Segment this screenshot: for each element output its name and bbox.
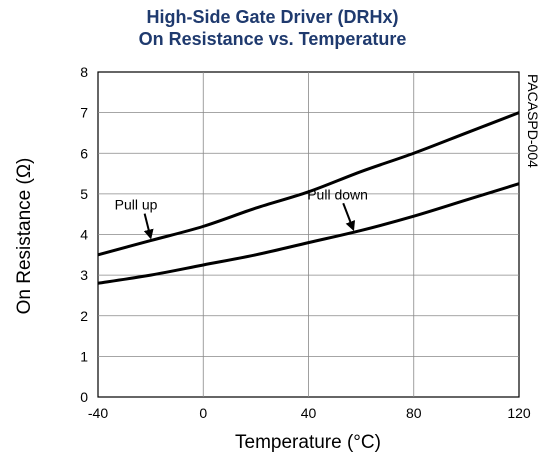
- chart-title-line-2: On Resistance vs. Temperature: [138, 29, 407, 49]
- y-tick-label: 3: [80, 267, 88, 283]
- y-axis-title: On Resistance (Ω): [14, 158, 35, 315]
- y-tick-label: 6: [80, 145, 88, 161]
- chart-title-line-1: High-Side Gate Driver (DRHx): [146, 7, 399, 27]
- x-tick-label: 0: [199, 405, 207, 421]
- side-label: PACASPD-004: [525, 74, 541, 168]
- annotation-label-1: Pull down: [307, 186, 368, 202]
- series-line-0: [97, 111, 520, 257]
- y-tick-labels: 0 1 2 3 4 5 6 7 8: [80, 64, 88, 405]
- x-tick-label: -40: [88, 405, 108, 421]
- annotations: Pull up Pull down: [115, 186, 368, 240]
- y-tick-label: 2: [80, 308, 88, 324]
- x-axis-title: Temperature (°C): [235, 432, 381, 453]
- annotation-arrow-1: [342, 202, 356, 232]
- series-lines: [97, 111, 520, 285]
- y-tick-label: 5: [80, 186, 88, 202]
- chart-title: High-Side Gate Driver (DRHx) On Resistan…: [0, 6, 545, 50]
- x-tick-label: 120: [507, 405, 531, 421]
- annotation-label-0: Pull up: [115, 197, 158, 213]
- series-line-1: [97, 182, 520, 285]
- y-tick-label: 4: [80, 227, 88, 243]
- annotation-arrow-0: [143, 213, 154, 240]
- x-tick-label: 40: [301, 405, 317, 421]
- y-tick-label: 8: [80, 64, 88, 80]
- x-tick-labels: -40 0 40 80 120: [88, 405, 531, 421]
- y-tick-label: 1: [80, 348, 88, 364]
- x-tick-label: 80: [406, 405, 422, 421]
- y-tick-label: 7: [80, 105, 88, 121]
- y-tick-label: 0: [80, 389, 88, 405]
